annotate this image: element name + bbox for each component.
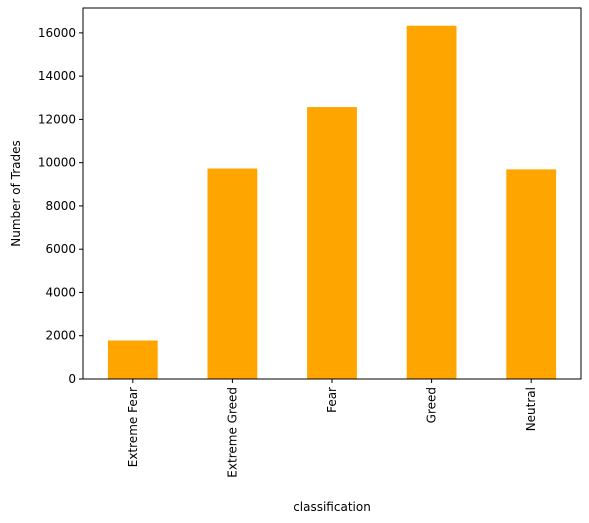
bar-greed bbox=[406, 25, 457, 380]
y-tick-label: 4000 bbox=[45, 285, 76, 299]
y-tick-label: 16000 bbox=[38, 26, 76, 40]
y-tick-label: 8000 bbox=[45, 199, 76, 213]
x-axis-title: classification bbox=[293, 500, 371, 514]
y-tick-label: 6000 bbox=[45, 242, 76, 256]
bar-fear bbox=[307, 107, 357, 380]
x-axis-ticks: Extreme Fear Extreme Greed Fear Greed Neutra… bbox=[126, 379, 538, 478]
bars-group bbox=[107, 25, 557, 380]
x-tick-label: Greed bbox=[425, 387, 439, 423]
bar-extreme-greed bbox=[207, 168, 258, 379]
y-tick-label: 2000 bbox=[45, 329, 76, 343]
bar-neutral bbox=[506, 169, 557, 379]
y-tick-label: 14000 bbox=[38, 69, 76, 83]
y-tick-label: 12000 bbox=[38, 112, 76, 126]
x-tick-label: Extreme Greed bbox=[225, 387, 239, 478]
y-tick-label: 10000 bbox=[38, 156, 76, 170]
x-tick-label: Neutral bbox=[524, 387, 538, 431]
y-axis-title: Number of Trades bbox=[9, 140, 23, 247]
bar-extreme-fear bbox=[107, 340, 158, 379]
x-tick-label: Extreme Fear bbox=[126, 387, 140, 467]
plot-frame bbox=[82, 7, 582, 380]
y-tick-label: 0 bbox=[68, 372, 76, 386]
x-tick-label: Fear bbox=[325, 387, 339, 413]
y-axis-ticks: 0 2000 4000 6000 8000 10000 12000 14000 16000 bbox=[38, 26, 83, 386]
